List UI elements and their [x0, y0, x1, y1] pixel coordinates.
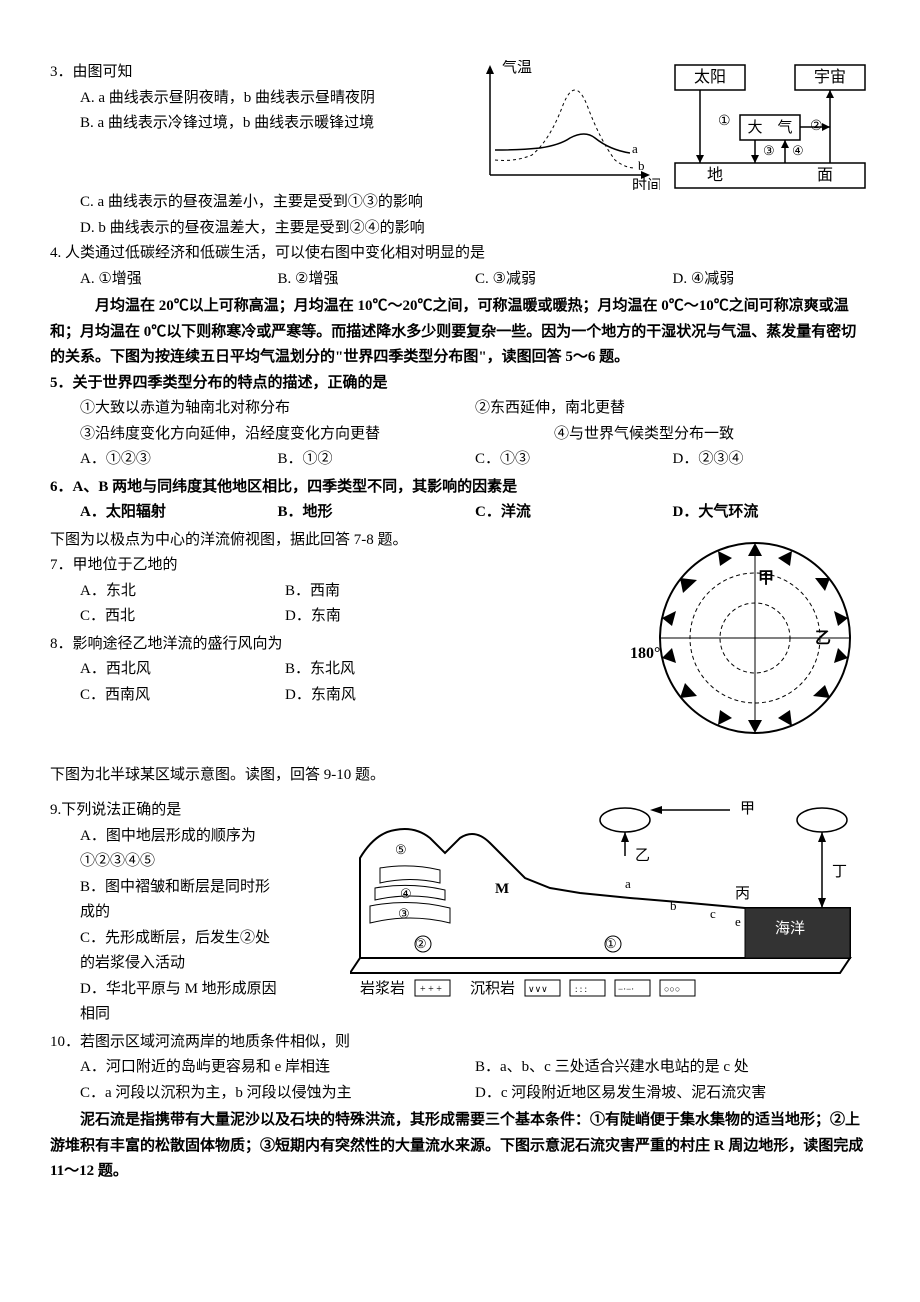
- q9-b: B．图中褶皱和断层是同时形成的: [80, 875, 280, 926]
- svg-text:+ + +: + + +: [420, 984, 442, 995]
- sun-label: 太阳: [694, 68, 726, 86]
- yi-label: 乙: [815, 630, 831, 647]
- q10-stem: 10．若图示区域河流两岸的地质条件相似，则: [50, 1030, 870, 1056]
- geo-yi: 乙: [635, 848, 650, 864]
- deg-label: 180°: [630, 645, 660, 662]
- q6-stem: 6．A、B 两地与同纬度其他地区相比，四季类型不同，其影响的因素是: [50, 475, 870, 501]
- legend2: 沉积岩: [470, 980, 515, 997]
- lb: b: [638, 158, 645, 173]
- jia-label: 甲: [758, 569, 774, 587]
- q10: 10．若图示区域河流两岸的地质条件相似，则 A．河口附近的岛屿更容易和 e 岸相…: [50, 1030, 870, 1107]
- q6-b: B．地形: [278, 500, 476, 526]
- q4-stem: 4. 人类通过低碳经济和低碳生活，可以使右图中变化相对明显的是: [50, 241, 870, 267]
- svg-text:: : :: : : :: [575, 984, 587, 994]
- n3-label: ③: [763, 143, 775, 158]
- q4-a: A. ①增强: [80, 267, 278, 293]
- q4-b: B. ②增强: [278, 267, 476, 293]
- q3-c: C. a 曲线表示的昼夜温差小，主要是受到①③的影响: [80, 190, 870, 216]
- q5-stem: 5．关于世界四季类型分布的特点的描述，正确的是: [50, 371, 870, 397]
- q5-l3: ③沿纬度变化方向延伸，沿经度变化方向更替: [80, 422, 554, 448]
- q5-l2: ②东西延伸，南北更替: [475, 396, 870, 422]
- atm-label: 大: [747, 119, 762, 136]
- q4: 4. 人类通过低碳经济和低碳生活，可以使右图中变化相对明显的是 A. ①增强 B…: [50, 241, 870, 292]
- q9-c: C．先形成断层，后发生②处的岩浆侵入活动: [80, 926, 280, 977]
- geo-jia: 甲: [740, 801, 755, 817]
- n4-label: ④: [792, 143, 804, 158]
- q9-a: A．图中地层形成的顺序为①②③④⑤: [80, 824, 280, 875]
- q6-d: D．大气环流: [673, 500, 871, 526]
- universe-label: 宇宙: [814, 68, 846, 86]
- q7-b: B．西南: [285, 579, 490, 605]
- q6-c: C．洋流: [475, 500, 673, 526]
- q3-d: D. b 曲线表示的昼夜温差大，主要是受到②④的影响: [80, 216, 870, 242]
- q7-d: D．东南: [285, 604, 490, 630]
- q8-d: D．东南风: [285, 683, 490, 709]
- energy-diagram: 太阳 宇宙 大 气 地 面 ① ③ ④ ②: [670, 60, 870, 190]
- geo-n4: ④: [400, 886, 412, 901]
- q10-d: D．c 河段附近地区易发生滑坡、泥石流灾害: [475, 1081, 870, 1107]
- geo-n5: ⑤: [395, 842, 407, 857]
- q8-c: C．西南风: [80, 683, 285, 709]
- q5-l4: ④与世界气候类型分布一致: [554, 422, 870, 448]
- q4-d: D. ④减弱: [673, 267, 871, 293]
- xlabel: 时间: [632, 177, 660, 190]
- q5-b: B．①②: [278, 447, 476, 473]
- geology-diagram: 甲 丁 乙 海洋 ⑤ ④ ③ ② ① M a b c e 丙 岩浆岩: [350, 798, 870, 1008]
- q8-a: A．西北风: [80, 657, 285, 683]
- qi-label: 气: [777, 119, 792, 136]
- q5-a: A．①②③: [80, 447, 278, 473]
- q4-c: C. ③减弱: [475, 267, 673, 293]
- svg-text:∨∨∨: ∨∨∨: [528, 984, 548, 994]
- legend1: 岩浆岩: [360, 979, 405, 997]
- la: a: [632, 141, 638, 156]
- geo-ocean: 海洋: [775, 920, 805, 937]
- q10-a: A．河口附近的岛屿更容易和 e 岸相连: [80, 1055, 475, 1081]
- q6-a: A．太阳辐射: [80, 500, 278, 526]
- passage1: 月均温在 20℃以上可称高温；月均温在 10℃～20℃之间，可称温暖或暖热；月均…: [50, 294, 870, 371]
- geo-c: c: [710, 906, 716, 921]
- q10-c: C．a 河段以沉积为主，b 河段以侵蚀为主: [80, 1081, 475, 1107]
- geo-e: e: [735, 914, 741, 929]
- temp-chart: 气温 时间 a b: [460, 60, 660, 190]
- q7-c: C．西北: [80, 604, 285, 630]
- ylabel: 气温: [502, 60, 532, 76]
- geo-m: M: [495, 881, 509, 897]
- passage4: 泥石流是指携带有大量泥沙以及石块的特殊洪流，其形成需要三个基本条件：①有陡峭便于…: [50, 1108, 870, 1185]
- geo-a: a: [625, 876, 631, 891]
- geo-n3: ③: [398, 906, 410, 921]
- polar-diagram: 180° 甲 乙: [620, 528, 870, 748]
- q9-d: D．华北平原与 M 地形成原因相同: [80, 977, 280, 1028]
- q8-b: B．东北风: [285, 657, 490, 683]
- q6: 6．A、B 两地与同纬度其他地区相比，四季类型不同，其影响的因素是 A．太阳辐射…: [50, 475, 870, 526]
- svg-text:−·−·: −·−·: [618, 984, 634, 994]
- n1-label: ①: [718, 114, 731, 129]
- q5: 5．关于世界四季类型分布的特点的描述，正确的是 ①大致以赤道为轴南北对称分布 ②…: [50, 371, 870, 473]
- ground-label: 地: [707, 166, 723, 184]
- q5-d: D．②③④: [673, 447, 871, 473]
- q10-b: B．a、b、c 三处适合兴建水电站的是 c 处: [475, 1055, 870, 1081]
- geo-bing: 丙: [735, 886, 750, 902]
- q5-l1: ①大致以赤道为轴南北对称分布: [80, 396, 475, 422]
- geo-ding: 丁: [832, 864, 847, 880]
- geo-b: b: [670, 898, 677, 913]
- passage3: 下图为北半球某区域示意图。读图，回答 9-10 题。: [50, 763, 870, 789]
- svg-text:○○○: ○○○: [664, 984, 680, 994]
- surface-label: 面: [817, 167, 833, 184]
- q7-a: A．东北: [80, 579, 285, 605]
- q5-c: C．①③: [475, 447, 673, 473]
